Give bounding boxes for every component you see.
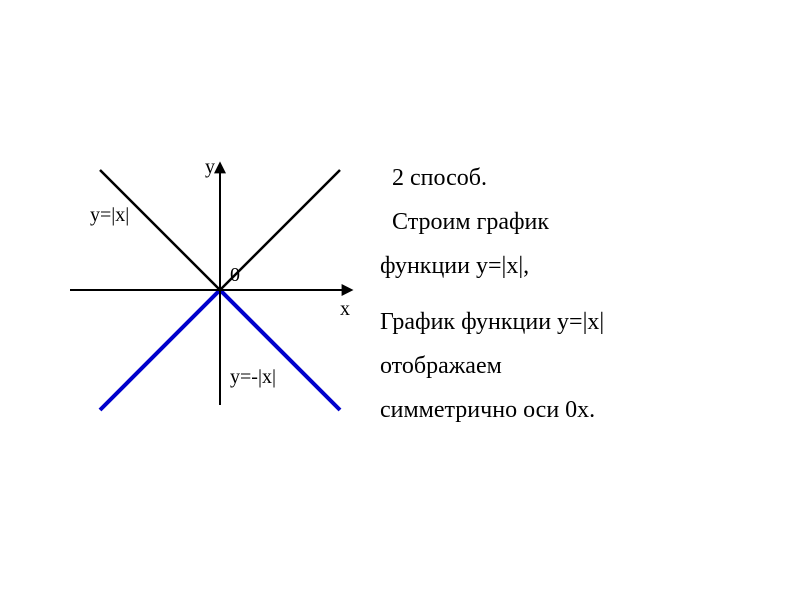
page: y x 0 y=|x| y=-|x| 2 способ. Строим граф… — [0, 0, 800, 600]
label-origin: 0 — [230, 264, 240, 287]
text-line-1: 2 способ. — [380, 160, 760, 196]
label-upper-function: y=|x| — [90, 204, 129, 227]
text-line-2a: Строим график — [380, 204, 760, 240]
chart-svg — [60, 150, 360, 420]
text-line-3a: График функции y=|x| — [380, 304, 760, 340]
label-x-axis: x — [340, 298, 350, 321]
text-line-3b: отображаем — [380, 348, 760, 384]
label-lower-function: y=-|x| — [230, 366, 276, 389]
chart-area: y x 0 y=|x| y=-|x| — [60, 150, 360, 420]
text-line-2b: функции y=|x|, — [380, 248, 760, 284]
description-text: 2 способ. Строим график функции y=|x|, Г… — [380, 160, 760, 436]
text-line-3c: симметрично оси 0x. — [380, 392, 760, 428]
label-y-axis: y — [205, 156, 215, 179]
